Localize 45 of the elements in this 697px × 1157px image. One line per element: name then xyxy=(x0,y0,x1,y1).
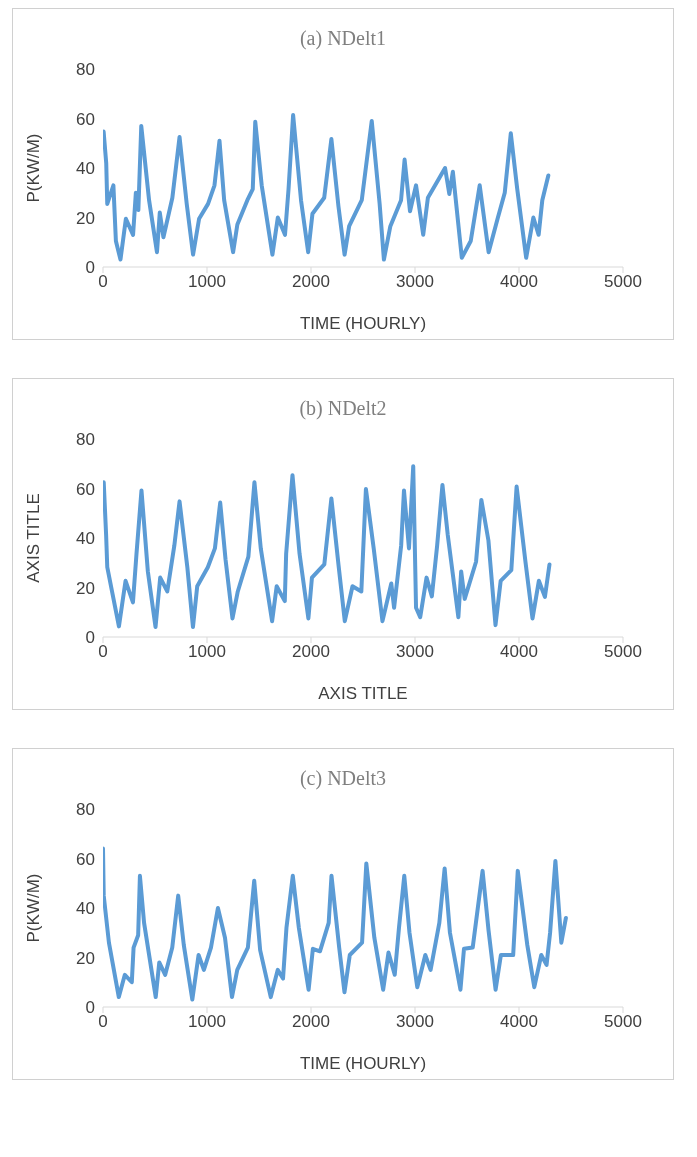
y-tick-label: 0 xyxy=(85,998,95,1018)
line-series xyxy=(103,464,552,630)
chart-title: (b) NDelt2 xyxy=(298,397,388,420)
y-tick-label: 80 xyxy=(76,60,95,80)
x-tick-label: 0 xyxy=(98,272,108,292)
line-series xyxy=(103,113,551,262)
x-tick-label: 5000 xyxy=(604,1012,642,1032)
x-tick-label: 5000 xyxy=(604,272,642,292)
y-tick-label: 80 xyxy=(76,800,95,820)
y-tick-label: 80 xyxy=(76,430,95,450)
x-axis-title: AXIS TITLE xyxy=(318,684,408,703)
y-axis-title: AXIS TITLE xyxy=(24,493,44,583)
line-series xyxy=(103,846,568,1002)
y-tick-label: 20 xyxy=(76,948,95,968)
x-tick-label: 3000 xyxy=(396,642,434,662)
x-tick-label: 1000 xyxy=(188,1012,226,1032)
x-axis-title: TIME (HOURLY) xyxy=(299,1054,427,1073)
chart-title: (a) NDelt1 xyxy=(298,27,388,50)
chart-title: (c) NDelt3 xyxy=(298,767,388,790)
x-tick-label: 5000 xyxy=(604,642,642,662)
x-tick-label: 0 xyxy=(98,1012,108,1032)
y-tick-label: 0 xyxy=(85,628,95,648)
y-tick-label: 60 xyxy=(76,849,95,869)
y-tick-label: 40 xyxy=(76,159,95,179)
y-tick-label: 0 xyxy=(85,258,95,278)
y-tick-label: 20 xyxy=(76,578,95,598)
x-tick-label: 1000 xyxy=(188,272,226,292)
y-tick-label: 20 xyxy=(76,208,95,228)
x-tick-label: 2000 xyxy=(292,642,330,662)
x-tick-label: 1000 xyxy=(188,642,226,662)
y-axis-title: P(KW/M) xyxy=(24,873,44,943)
x-tick-label: 4000 xyxy=(500,272,538,292)
y-tick-label: 40 xyxy=(76,899,95,919)
y-tick-label: 40 xyxy=(76,529,95,549)
x-tick-label: 3000 xyxy=(396,272,434,292)
x-tick-label: 0 xyxy=(98,642,108,662)
y-tick-label: 60 xyxy=(76,109,95,129)
x-tick-label: 4000 xyxy=(500,1012,538,1032)
x-tick-label: 2000 xyxy=(292,272,330,292)
y-tick-label: 60 xyxy=(76,479,95,499)
x-tick-label: 3000 xyxy=(396,1012,434,1032)
x-tick-label: 2000 xyxy=(292,1012,330,1032)
x-tick-label: 4000 xyxy=(500,642,538,662)
x-axis-title: TIME (HOURLY) xyxy=(299,314,427,333)
y-axis-title: P(KW/M) xyxy=(24,133,44,203)
